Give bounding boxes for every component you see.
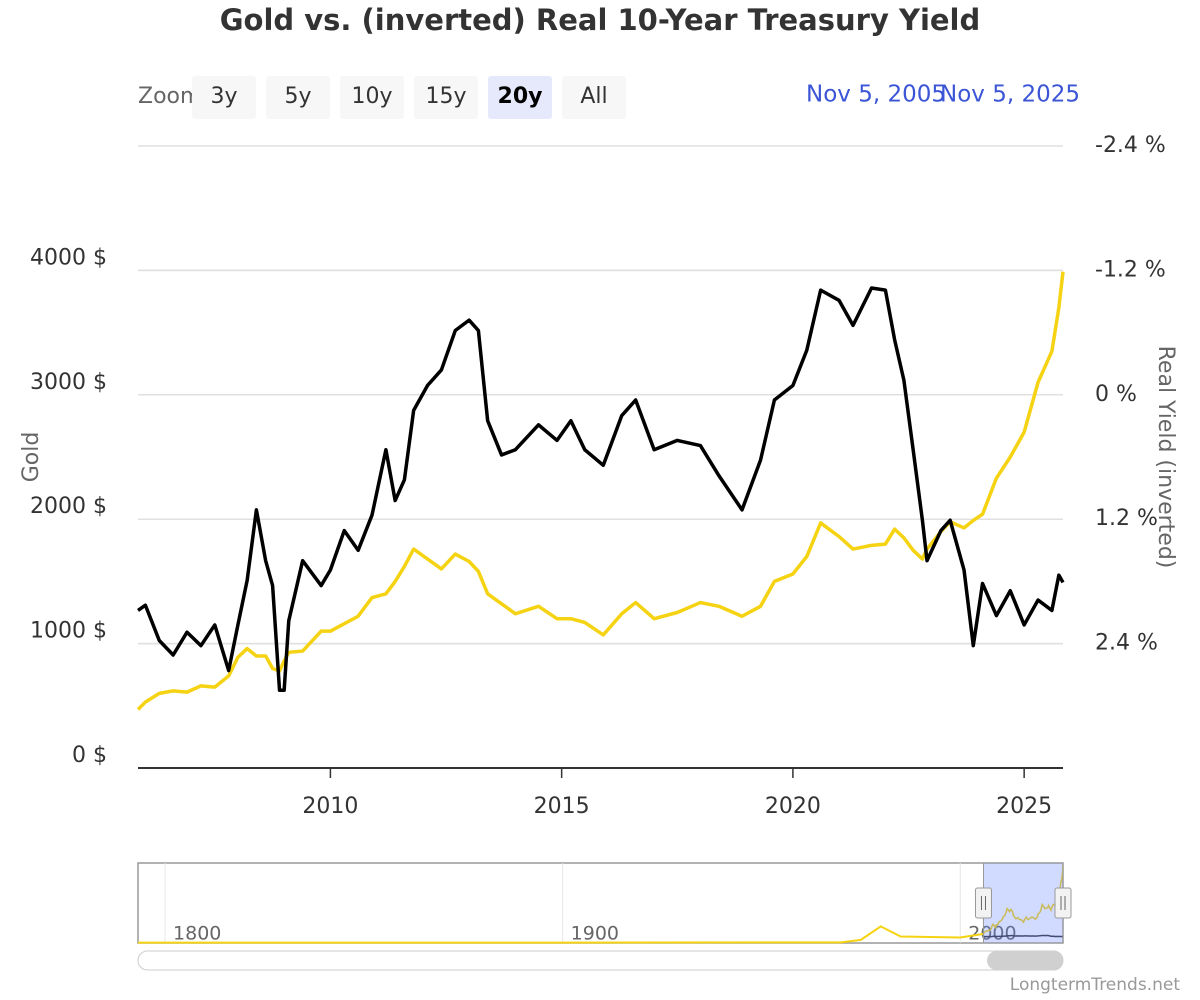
zoom-button[interactable] xyxy=(414,76,478,119)
range-from[interactable]: Nov 5, 2005 xyxy=(806,82,946,108)
navigator-handle[interactable] xyxy=(974,887,992,919)
range-to[interactable]: Nov 5, 2025 xyxy=(940,82,1080,108)
y-tick-label: 0 $ xyxy=(72,743,107,768)
scrollbar-track xyxy=(137,950,1064,971)
x-tick-label: 2025 xyxy=(996,794,1052,819)
series-line xyxy=(136,271,1065,711)
zoom-label: Zoom xyxy=(138,84,201,109)
y2-axis-title: Real Yield (inverted) xyxy=(1153,346,1178,569)
scrollbar-thumb[interactable] xyxy=(987,951,1063,970)
series-line xyxy=(136,286,1065,692)
y2-tick-label: 0 % xyxy=(1095,382,1137,407)
zoom-button-label[interactable]: 5y xyxy=(284,84,311,109)
x-tick-label: 2020 xyxy=(765,794,821,819)
credit[interactable]: LongtermTrends.net xyxy=(1010,975,1181,995)
y-tick-label: 1000 $ xyxy=(30,619,107,644)
navigator-series-line xyxy=(982,865,1064,935)
zoom-button[interactable] xyxy=(488,76,552,119)
zoom-button-label[interactable]: All xyxy=(580,84,607,109)
navigator-series-line xyxy=(983,934,1064,938)
y2-tick-label: -1.2 % xyxy=(1095,257,1166,282)
x-tick-label: 2010 xyxy=(302,794,358,819)
zoom-button-label[interactable]: 15y xyxy=(425,84,466,109)
navigator-handle[interactable] xyxy=(1054,887,1072,919)
zoom-button[interactable] xyxy=(340,76,404,119)
x-tick-label: 2015 xyxy=(534,794,590,819)
y-tick-label: 3000 $ xyxy=(30,370,107,395)
zoom-button[interactable] xyxy=(562,76,626,119)
zoom-button[interactable] xyxy=(192,76,256,119)
navigator-tick-label: 1900 xyxy=(571,923,619,945)
y2-tick-label: 1.2 % xyxy=(1095,506,1158,531)
y2-tick-label: 2.4 % xyxy=(1095,631,1158,656)
y-axis-title: Gold xyxy=(19,432,44,483)
y2-tick-label: -2.4 % xyxy=(1095,133,1166,158)
y-tick-label: 4000 $ xyxy=(30,245,107,270)
zoom-button[interactable] xyxy=(266,76,330,119)
y-tick-label: 2000 $ xyxy=(30,494,107,519)
navigator-tick-label: 1800 xyxy=(173,923,221,945)
chart-title: Gold vs. (inverted) Real 10-Year Treasur… xyxy=(220,3,981,37)
zoom-button-label[interactable]: 20y xyxy=(498,84,543,109)
navigator-line xyxy=(138,925,984,944)
zoom-button-label[interactable]: 10y xyxy=(351,84,392,109)
navigator-selection xyxy=(982,862,1064,944)
zoom-button-label[interactable]: 3y xyxy=(210,84,237,109)
navigator-tick-label: 2000 xyxy=(968,923,1016,945)
